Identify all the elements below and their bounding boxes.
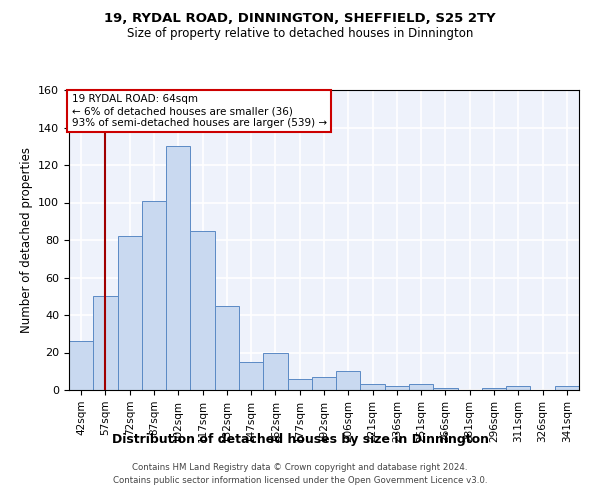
Bar — [215, 306, 239, 390]
Text: Size of property relative to detached houses in Dinnington: Size of property relative to detached ho… — [127, 28, 473, 40]
Bar — [482, 388, 506, 390]
Bar — [312, 377, 336, 390]
Bar — [385, 386, 409, 390]
Bar — [93, 296, 118, 390]
Bar — [506, 386, 530, 390]
Bar — [361, 384, 385, 390]
Text: 19 RYDAL ROAD: 64sqm
← 6% of detached houses are smaller (36)
93% of semi-detach: 19 RYDAL ROAD: 64sqm ← 6% of detached ho… — [71, 94, 326, 128]
Text: Distribution of detached houses by size in Dinnington: Distribution of detached houses by size … — [112, 432, 488, 446]
Bar — [263, 352, 287, 390]
Bar — [287, 379, 312, 390]
Bar — [433, 388, 458, 390]
Bar — [142, 200, 166, 390]
Bar — [166, 146, 190, 390]
Bar — [555, 386, 579, 390]
Text: 19, RYDAL ROAD, DINNINGTON, SHEFFIELD, S25 2TY: 19, RYDAL ROAD, DINNINGTON, SHEFFIELD, S… — [104, 12, 496, 26]
Bar — [336, 371, 361, 390]
Bar — [190, 230, 215, 390]
Text: Contains public sector information licensed under the Open Government Licence v3: Contains public sector information licen… — [113, 476, 487, 485]
Bar — [118, 236, 142, 390]
Bar — [409, 384, 433, 390]
Bar — [239, 362, 263, 390]
Bar — [69, 341, 93, 390]
Text: Contains HM Land Registry data © Crown copyright and database right 2024.: Contains HM Land Registry data © Crown c… — [132, 462, 468, 471]
Y-axis label: Number of detached properties: Number of detached properties — [20, 147, 32, 333]
